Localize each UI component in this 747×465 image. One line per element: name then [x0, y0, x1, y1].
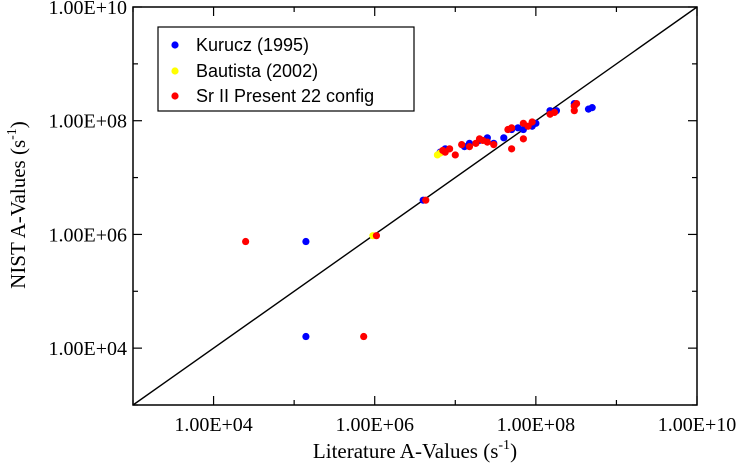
- data-point: [451, 151, 459, 159]
- reference-line-layer: [132, 6, 698, 406]
- x-axis-unit-base: s: [490, 439, 498, 463]
- data-point: [588, 104, 596, 112]
- legend-box: [157, 26, 415, 112]
- legend: Kurucz (1995) Bautista (2002) Sr II Pres…: [157, 26, 415, 112]
- x-tick-label: 1.00E+04: [174, 414, 253, 436]
- data-point: [572, 99, 581, 108]
- data-point: [458, 141, 466, 149]
- legend-label-sr-ii: Sr II Present 22 config: [196, 86, 374, 106]
- y-axis-title: NIST A-Values (s-1): [5, 121, 30, 289]
- data-point: [508, 124, 516, 132]
- data-point: [302, 237, 310, 246]
- data-point: [519, 135, 527, 143]
- data-point: [465, 143, 474, 151]
- data-point: [528, 118, 536, 126]
- x-tick-label: 1.00E+06: [335, 414, 414, 436]
- y-tick-label: 1.00E+04: [49, 338, 128, 360]
- x-tick-label: 1.00E+08: [497, 414, 576, 436]
- legend-label-bautista: Bautista (2002): [196, 61, 318, 81]
- legend-marker-sr-ii: [171, 92, 179, 100]
- reference-line-y-equals-x: [132, 6, 698, 406]
- data-point: [508, 145, 516, 153]
- ticks-layer: 1.00E+04 1.00E+06 1.00E+08 1.00E+10 1.00E+04…: [49, 0, 737, 436]
- legend-label-kurucz: Kurucz (1995): [196, 35, 309, 55]
- x-tick-label: 1.00E+10: [658, 414, 737, 436]
- y-tick-label: 1.00E+06: [49, 224, 128, 246]
- data-point: [302, 332, 310, 341]
- data-point: [490, 141, 498, 149]
- data-point: [242, 237, 250, 246]
- points-layer: [242, 99, 596, 341]
- data-point: [550, 108, 559, 117]
- y-axis-unit-base: s: [6, 140, 30, 148]
- data-point: [483, 138, 491, 146]
- y-tick-label: 1.00E+08: [49, 111, 128, 133]
- data-point: [500, 134, 508, 142]
- x-axis-title-label: Literature A-Values: [313, 439, 478, 463]
- y-axis-title-paren-close: ): [6, 121, 30, 128]
- data-point: [445, 145, 454, 153]
- data-point: [422, 196, 430, 204]
- data-point: [360, 332, 368, 341]
- y-tick-label: 1.00E+10: [49, 0, 128, 19]
- legend-marker-kurucz: [171, 41, 179, 49]
- data-point: [372, 232, 381, 240]
- y-axis-unit-exponent: -1: [5, 128, 20, 140]
- series-2: [242, 99, 581, 341]
- y-axis-title-label: NIST A-Values: [6, 160, 30, 289]
- legend-marker-bautista: [171, 67, 179, 75]
- y-axis-title-paren-open: (: [6, 148, 30, 155]
- x-axis-title-paren-close: ): [510, 439, 517, 463]
- x-axis-title: Literature A-Values (s-1): [313, 438, 517, 463]
- x-axis-title-paren-open: (: [483, 439, 490, 463]
- x-axis-unit-exponent: -1: [498, 438, 510, 453]
